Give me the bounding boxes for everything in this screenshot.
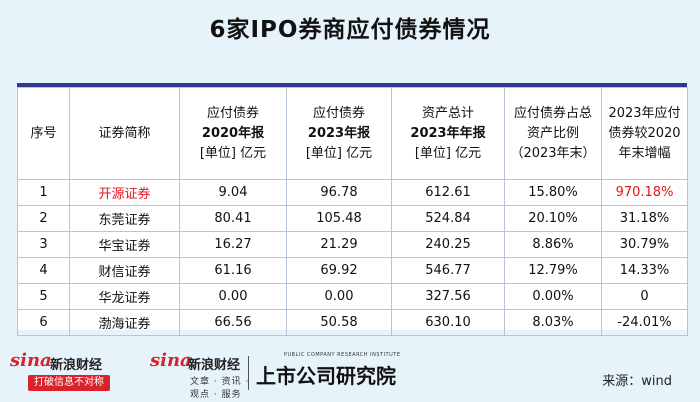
cell-growth: 30.79% xyxy=(601,231,688,258)
sina-finance-logo-2: sina 新浪财经 文章 · 资讯 · 观点 · 服务 xyxy=(150,350,250,400)
header-growth: 2023年应付 债券较2020 年末增幅 xyxy=(601,87,688,180)
cell-total-assets: 546.77 xyxy=(391,257,505,284)
table-header-row: 序号 证券简称 应付债券 2020年报 [单位] 亿元 应付债券 2023年报 [单位]… xyxy=(17,87,688,180)
cell-bonds-2023: 96.78 xyxy=(286,179,392,206)
slogan-badge: 打破信息不对称 xyxy=(28,375,110,391)
bond-table: 序号 证券简称 应付债券 2020年报 [单位] 亿元 应付债券 2023年报 [单位]… xyxy=(17,87,688,336)
cell-index: 6 xyxy=(17,309,70,336)
table-row: 6 渤海证券 66.56 50.58 630.10 8.03% -24.01% xyxy=(17,309,688,336)
research-institute-logo: PUBLIC COMPANY RESEARCH INSTITUTE 上市公司研究… xyxy=(256,352,406,392)
header-bond-ratio: 应付债券占总 资产比例 （2023年末） xyxy=(504,87,602,180)
footer: sina 新浪财经 打破信息不对称 sina 新浪财经 文章 · 资讯 · 观点… xyxy=(0,340,700,402)
cell-bonds-2023: 50.58 xyxy=(286,309,392,336)
sina-wordmark: sina xyxy=(150,350,192,371)
cell-ratio: 0.00% xyxy=(504,283,602,310)
cell-bonds-2020: 9.04 xyxy=(179,179,287,206)
cell-total-assets: 524.84 xyxy=(391,205,505,232)
header-security-name: 证券简称 xyxy=(69,87,180,180)
sina-finance-logo: sina 新浪财经 打破信息不对称 xyxy=(10,350,125,394)
cell-bonds-2020: 66.56 xyxy=(179,309,287,336)
cell-index: 5 xyxy=(17,283,70,310)
table-row: 4 财信证券 61.16 69.92 546.77 12.79% 14.33% xyxy=(17,257,688,284)
sina-wordmark: sina xyxy=(10,350,52,371)
cell-index: 3 xyxy=(17,231,70,258)
sina-finance-name: 新浪财经 xyxy=(188,358,241,373)
sina-subtitle: 文章 · 资讯 · 观点 · 服务 xyxy=(190,377,250,400)
cell-ratio: 20.10% xyxy=(504,205,602,232)
cell-bonds-2020: 16.27 xyxy=(179,231,287,258)
cell-ratio: 8.03% xyxy=(504,309,602,336)
cell-growth: 14.33% xyxy=(601,257,688,284)
table-row: 3 华宝证券 16.27 21.29 240.25 8.86% 30.79% xyxy=(17,231,688,258)
cell-index: 4 xyxy=(17,257,70,284)
cell-name: 开源证券 xyxy=(69,179,180,206)
cell-index: 2 xyxy=(17,205,70,232)
institute-name: 上市公司研究院 xyxy=(256,364,396,388)
table-row: 5 华龙证券 0.00 0.00 327.56 0.00% 0 xyxy=(17,283,688,310)
cell-name: 华龙证券 xyxy=(69,283,180,310)
cell-bonds-2023: 105.48 xyxy=(286,205,392,232)
cell-growth: 0 xyxy=(601,283,688,310)
footer-divider xyxy=(248,356,249,390)
cell-total-assets: 612.61 xyxy=(391,179,505,206)
header-index: 序号 xyxy=(17,87,70,180)
cell-growth: 31.18% xyxy=(601,205,688,232)
cell-bonds-2020: 80.41 xyxy=(179,205,287,232)
cell-name: 华宝证券 xyxy=(69,231,180,258)
cell-ratio: 12.79% xyxy=(504,257,602,284)
table-row: 1 开源证券 9.04 96.78 612.61 15.80% 970.18% xyxy=(17,179,688,206)
header-total-assets: 资产总计 2023年年报 [单位] 亿元 xyxy=(391,87,505,180)
cell-total-assets: 240.25 xyxy=(391,231,505,258)
cell-bonds-2020: 0.00 xyxy=(179,283,287,310)
cell-name: 东莞证券 xyxy=(69,205,180,232)
cell-total-assets: 630.10 xyxy=(391,309,505,336)
header-bonds-2023: 应付债券 2023年报 [单位] 亿元 xyxy=(286,87,392,180)
cell-bonds-2023: 69.92 xyxy=(286,257,392,284)
table-panel: 序号 证券简称 应付债券 2020年报 [单位] 亿元 应付债券 2023年报 [单位]… xyxy=(17,83,688,336)
cell-bonds-2020: 61.16 xyxy=(179,257,287,284)
cell-bonds-2023: 0.00 xyxy=(286,283,392,310)
cell-total-assets: 327.56 xyxy=(391,283,505,310)
sina-finance-name: 新浪财经 xyxy=(50,358,103,373)
page-title: 6家IPO券商应付债券情况 xyxy=(209,17,491,43)
cell-index: 1 xyxy=(17,179,70,206)
source-note: 来源：wind xyxy=(602,374,672,389)
header-bonds-2020: 应付债券 2020年报 [单位] 亿元 xyxy=(179,87,287,180)
cell-name: 渤海证券 xyxy=(69,309,180,336)
cell-bonds-2023: 21.29 xyxy=(286,231,392,258)
cell-growth: -24.01% xyxy=(601,309,688,336)
institute-english-name: PUBLIC COMPANY RESEARCH INSTITUTE xyxy=(284,352,401,358)
table-row: 2 东莞证券 80.41 105.48 524.84 20.10% 31.18% xyxy=(17,205,688,232)
cell-ratio: 15.80% xyxy=(504,179,602,206)
cell-growth: 970.18% xyxy=(601,179,688,206)
cell-ratio: 8.86% xyxy=(504,231,602,258)
cell-name: 财信证券 xyxy=(69,257,180,284)
